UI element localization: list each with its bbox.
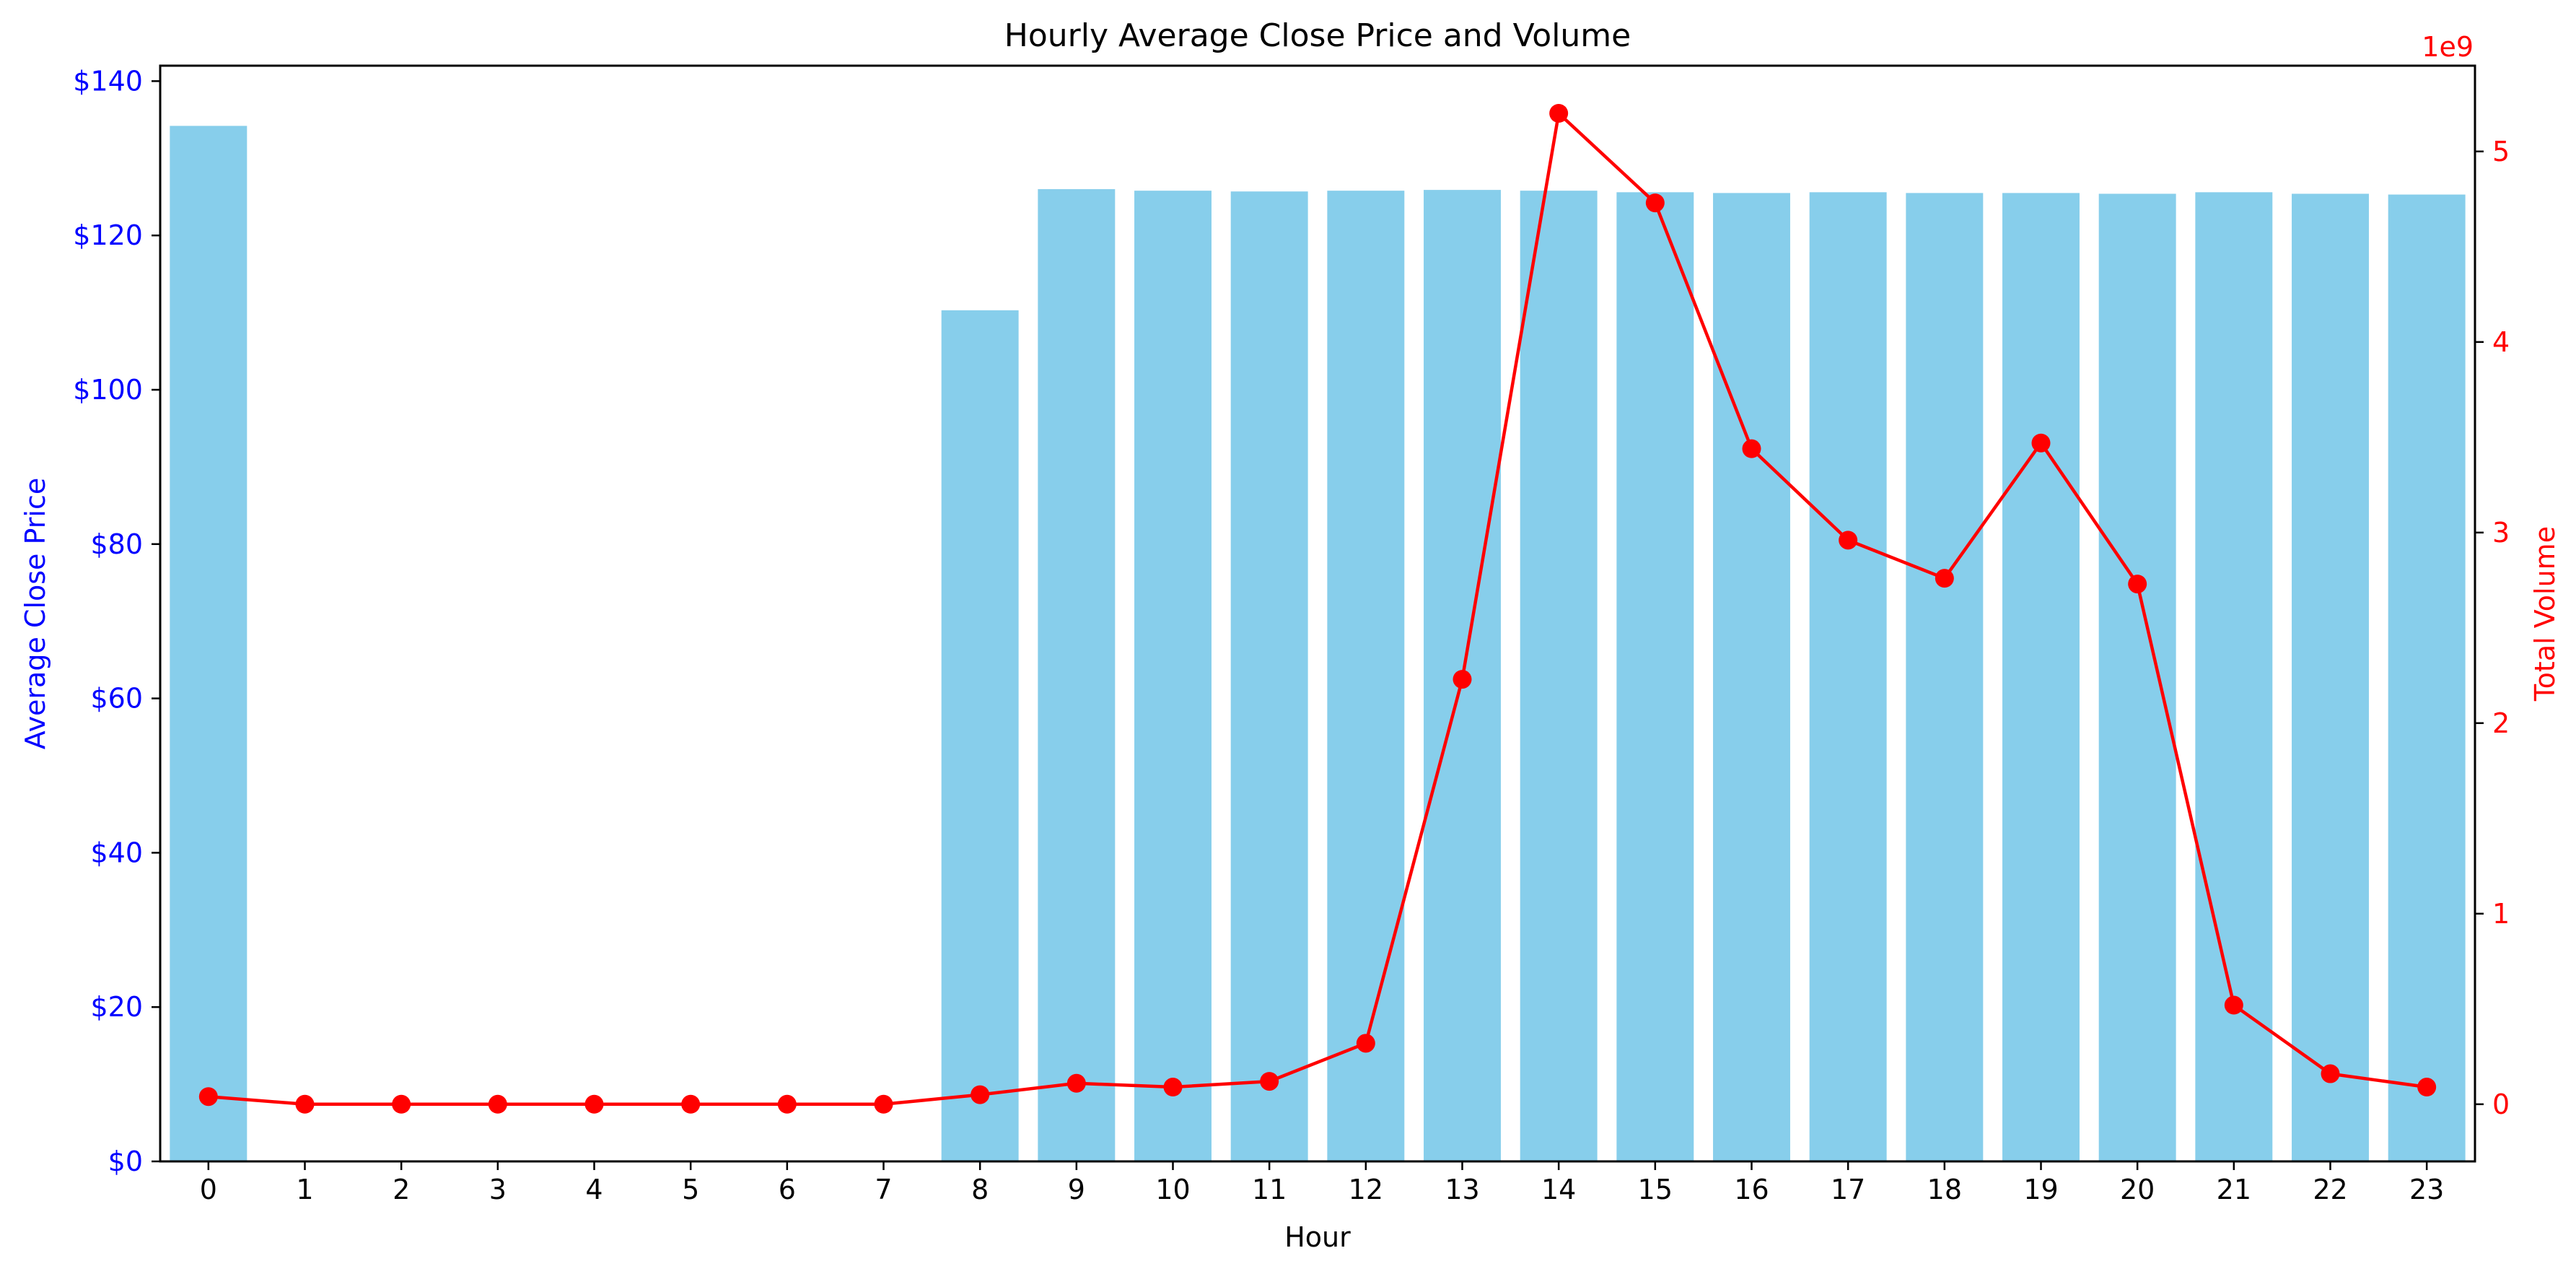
price-bar-hour-22 bbox=[2292, 193, 2369, 1162]
volume-point-hour-12 bbox=[1356, 1034, 1375, 1053]
price-bar-hour-10 bbox=[1134, 191, 1212, 1161]
x-tick-label: 21 bbox=[2217, 1174, 2251, 1205]
price-bar-hour-8 bbox=[941, 310, 1019, 1162]
volume-point-hour-7 bbox=[874, 1094, 893, 1114]
left-y-axis-ticks: $0 $20 $40 $60 $80 $100 $120 $140 bbox=[73, 65, 160, 1177]
volume-point-hour-2 bbox=[392, 1094, 411, 1114]
x-tick-label: 8 bbox=[971, 1174, 989, 1205]
price-bar-hour-15 bbox=[1616, 192, 1694, 1161]
x-tick-label: 20 bbox=[2120, 1174, 2155, 1205]
x-tick-label: 19 bbox=[2023, 1174, 2058, 1205]
price-bar-hour-14 bbox=[1520, 191, 1598, 1161]
x-tick-label: 14 bbox=[1541, 1174, 1576, 1205]
price-bar-hour-23 bbox=[2388, 194, 2466, 1161]
price-bar-hour-0 bbox=[170, 126, 247, 1162]
right-y-axis-ticks: 0 1 2 3 4 5 bbox=[2475, 136, 2510, 1120]
left-y-tick-label: $40 bbox=[90, 837, 143, 868]
x-tick-label: 13 bbox=[1445, 1174, 1479, 1205]
x-tick-label: 23 bbox=[2409, 1174, 2444, 1205]
price-bar-hour-17 bbox=[1809, 192, 1887, 1161]
x-axis-ticks: 0 1 2 3 4 5 6 7 8 9 10 11 12 13 14 15 16 17 18 19 20 21 22 23 bbox=[200, 1161, 2444, 1205]
left-y-tick-label: $20 bbox=[90, 991, 143, 1023]
volume-point-hour-21 bbox=[2224, 995, 2243, 1015]
volume-point-hour-22 bbox=[2321, 1064, 2340, 1083]
volume-point-hour-23 bbox=[2417, 1078, 2437, 1097]
price-bar-hour-12 bbox=[1327, 191, 1405, 1161]
volume-line-group bbox=[198, 104, 2437, 1114]
volume-point-hour-16 bbox=[1742, 439, 1761, 458]
x-tick-label: 16 bbox=[1734, 1174, 1769, 1205]
x-tick-label: 15 bbox=[1638, 1174, 1673, 1205]
volume-point-hour-19 bbox=[2031, 433, 2051, 453]
volume-line bbox=[208, 110, 2427, 1107]
volume-point-hour-9 bbox=[1066, 1073, 1086, 1093]
x-tick-label: 1 bbox=[296, 1174, 313, 1205]
x-tick-label: 3 bbox=[489, 1174, 507, 1205]
x-tick-label: 9 bbox=[1068, 1174, 1085, 1205]
volume-point-hour-15 bbox=[1645, 193, 1665, 213]
right-y-axis-label: Total Volume bbox=[2529, 526, 2561, 702]
volume-point-hour-18 bbox=[1935, 569, 1954, 588]
right-y-tick-label: 4 bbox=[2492, 326, 2510, 358]
price-bar-hour-21 bbox=[2195, 192, 2273, 1161]
left-y-tick-label: $80 bbox=[90, 528, 143, 560]
x-tick-label: 18 bbox=[1927, 1174, 1962, 1205]
x-tick-label: 11 bbox=[1252, 1174, 1287, 1205]
volume-point-hour-1 bbox=[295, 1094, 315, 1114]
left-y-tick-label: $120 bbox=[73, 219, 143, 251]
right-y-tick-label: 3 bbox=[2492, 517, 2510, 549]
volume-point-hour-4 bbox=[584, 1094, 604, 1114]
price-bar-hour-11 bbox=[1230, 191, 1308, 1162]
left-y-axis-label: Average Close Price bbox=[19, 478, 51, 749]
x-tick-label: 2 bbox=[393, 1174, 410, 1205]
price-bar-hour-9 bbox=[1038, 189, 1116, 1162]
volume-point-hour-5 bbox=[681, 1094, 701, 1114]
x-tick-label: 4 bbox=[585, 1174, 603, 1205]
right-y-tick-label: 5 bbox=[2492, 136, 2510, 167]
x-tick-label: 0 bbox=[200, 1174, 217, 1205]
x-tick-label: 10 bbox=[1155, 1174, 1190, 1205]
x-tick-label: 5 bbox=[682, 1174, 699, 1205]
price-bar-hour-20 bbox=[2098, 193, 2176, 1162]
volume-point-hour-3 bbox=[488, 1094, 507, 1114]
volume-point-hour-11 bbox=[1260, 1072, 1279, 1091]
right-axis-offset-text: 1e9 bbox=[2422, 31, 2474, 63]
left-y-tick-label: $0 bbox=[108, 1146, 143, 1177]
right-y-tick-label: 0 bbox=[2492, 1088, 2510, 1120]
x-tick-label: 6 bbox=[779, 1174, 796, 1205]
price-bar-hour-19 bbox=[2002, 193, 2080, 1161]
volume-point-hour-6 bbox=[777, 1094, 797, 1114]
volume-point-hour-0 bbox=[198, 1087, 218, 1107]
volume-point-hour-14 bbox=[1549, 104, 1569, 123]
volume-point-hour-20 bbox=[2128, 575, 2147, 594]
x-axis-label: Hour bbox=[1284, 1221, 1351, 1253]
x-tick-label: 12 bbox=[1349, 1174, 1383, 1205]
price-bar-hour-16 bbox=[1713, 193, 1790, 1161]
price-bar-hour-18 bbox=[1906, 193, 1984, 1161]
right-y-tick-label: 1 bbox=[2492, 898, 2510, 930]
x-tick-label: 17 bbox=[1831, 1174, 1865, 1205]
x-tick-label: 7 bbox=[875, 1174, 892, 1205]
volume-point-hour-17 bbox=[1839, 531, 1858, 550]
right-y-tick-label: 2 bbox=[2492, 707, 2510, 739]
left-y-tick-label: $60 bbox=[90, 683, 143, 715]
plot-frame bbox=[159, 64, 2476, 1163]
chart-title: Hourly Average Close Price and Volume bbox=[1004, 17, 1631, 54]
x-tick-label: 22 bbox=[2313, 1174, 2347, 1205]
volume-point-hour-8 bbox=[971, 1085, 990, 1104]
left-y-tick-label: $100 bbox=[73, 374, 143, 406]
volume-point-hour-13 bbox=[1453, 670, 1472, 689]
left-y-tick-label: $140 bbox=[73, 65, 143, 97]
volume-point-hour-10 bbox=[1163, 1078, 1183, 1097]
